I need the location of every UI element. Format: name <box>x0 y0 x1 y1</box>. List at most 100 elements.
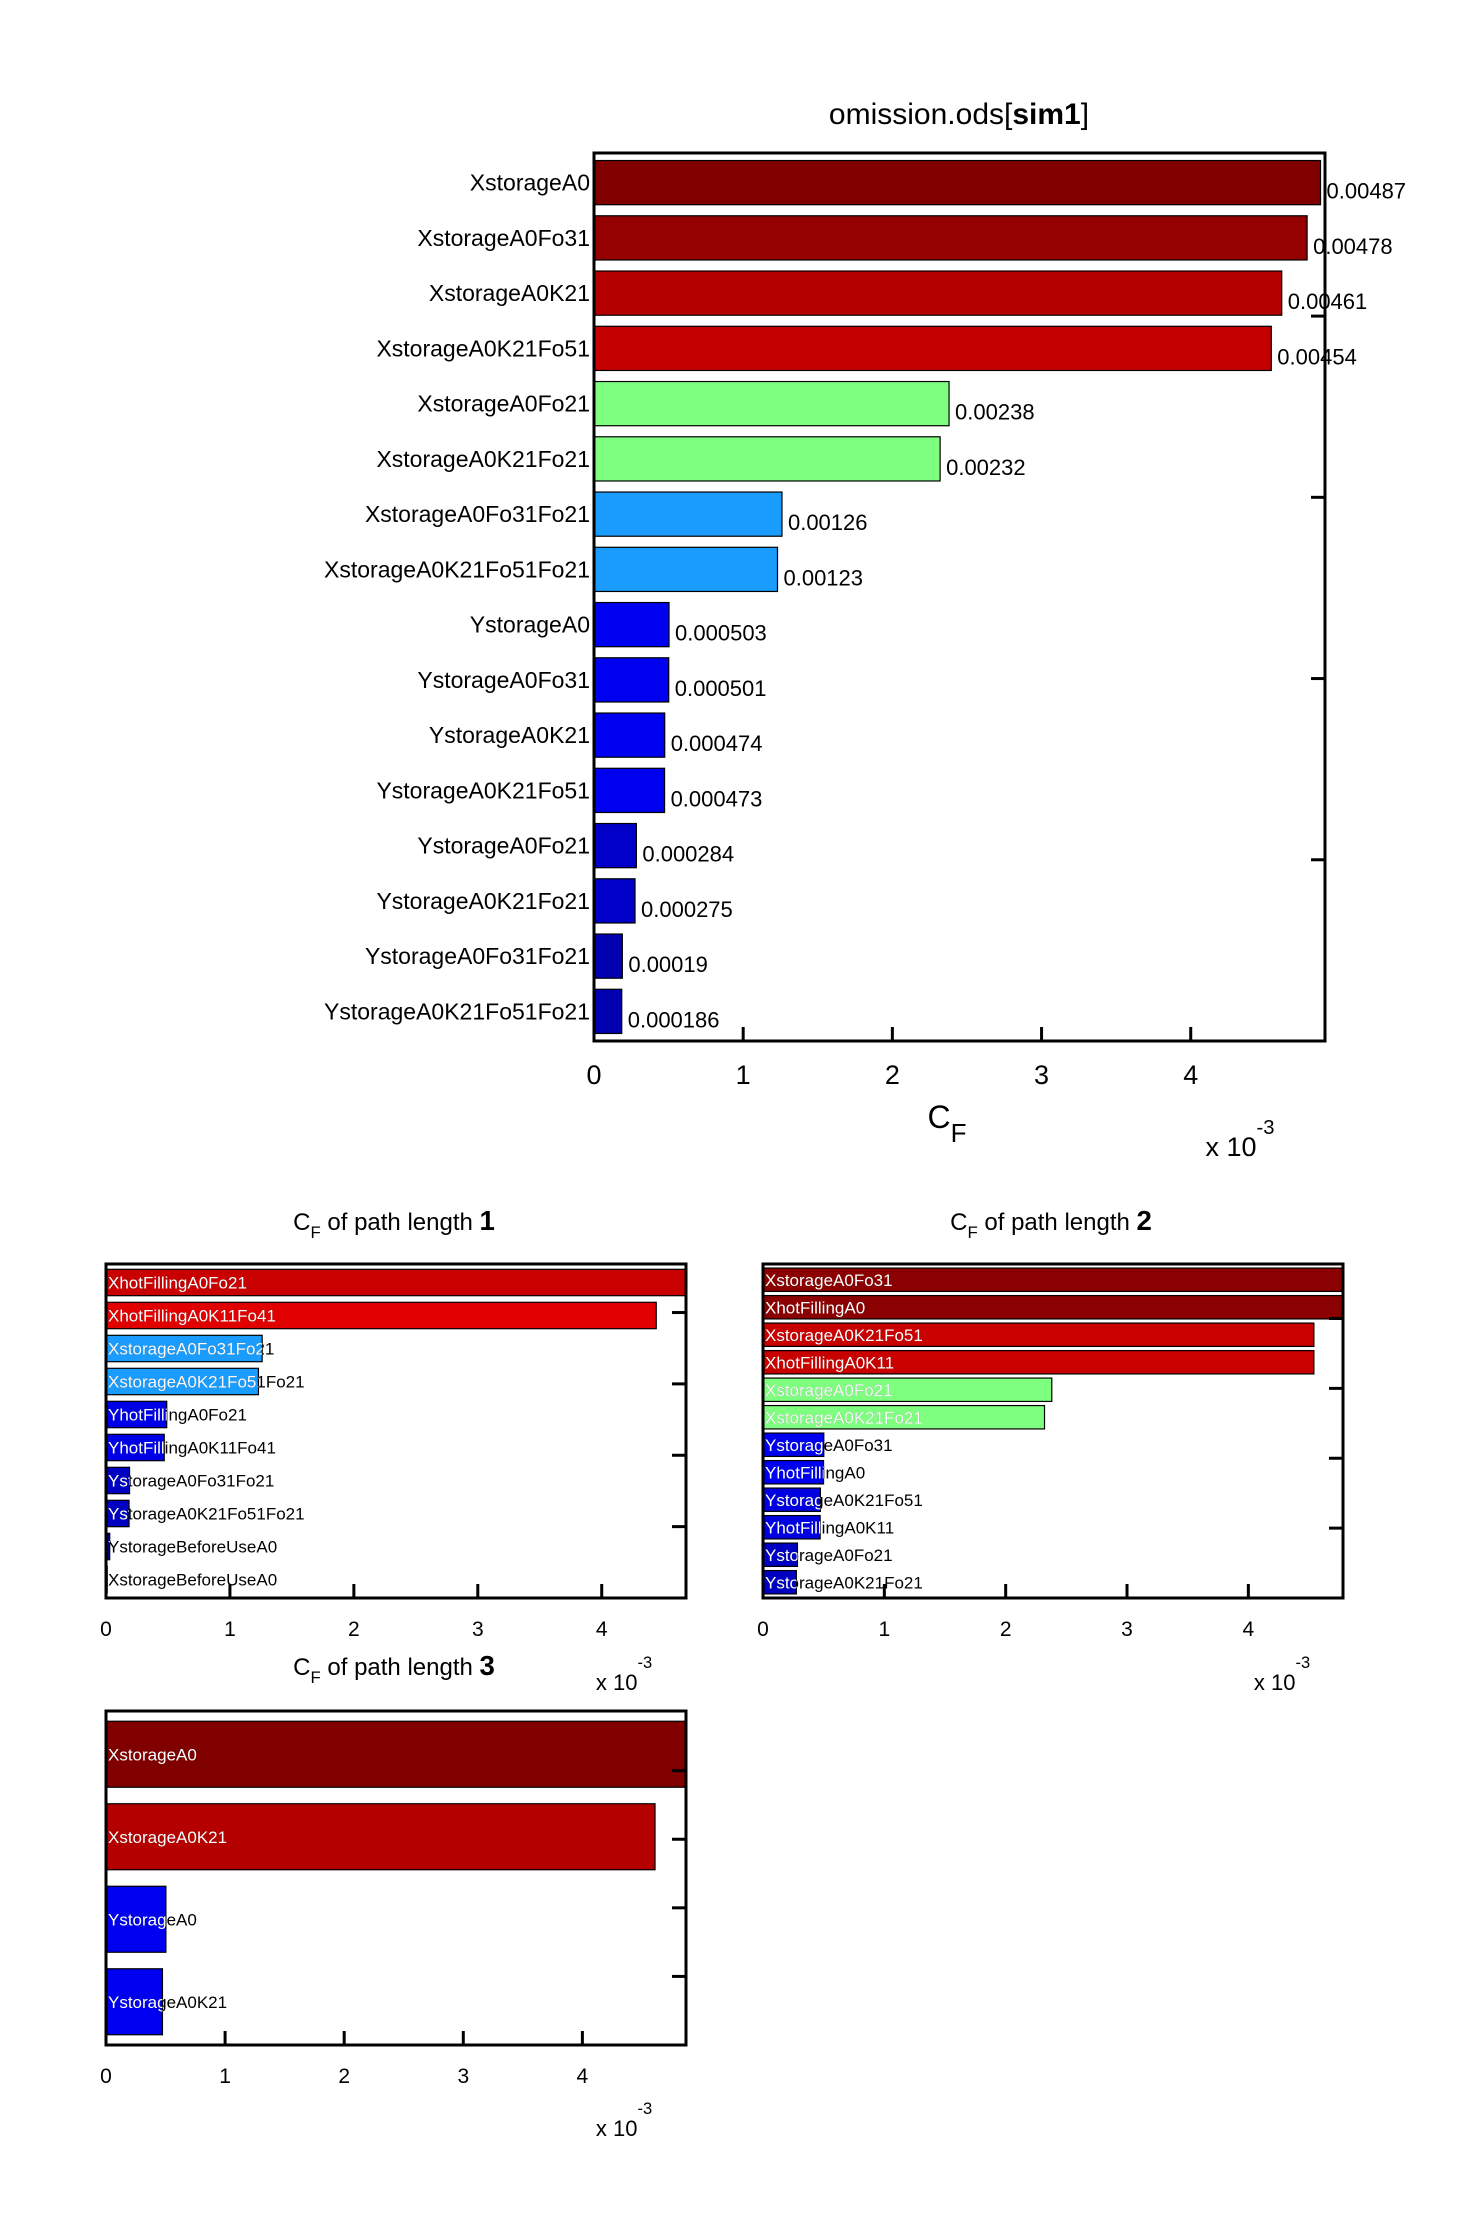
category-label: YstorageA0K21Fo51Fo21 <box>324 998 590 1024</box>
multiplier-base: x 10 <box>596 2116 638 2141</box>
bar-XstorageA0 <box>593 159 1322 206</box>
x-tick-label: 4 <box>1183 1060 1198 1090</box>
category-label: YhotFillingA0 <box>765 1463 865 1482</box>
x-tick-label: 0 <box>100 2065 112 2088</box>
category-label-inside: YhotFillingA0K11 <box>765 1518 894 1537</box>
category-label: XstorageA0 <box>108 1745 197 1764</box>
category-label-inside: YstorageA0Fo21 <box>765 1546 893 1565</box>
bar-XstorageA0K21Fo21 <box>593 436 941 482</box>
category-label: YstorageA0Fo31Fo21 <box>108 1472 274 1491</box>
category-label: XstorageA0K21Fo51 <box>765 1326 923 1345</box>
category-label-inside: YstorageA0 <box>108 1910 197 1929</box>
category-label: XstorageA0Fo21 <box>417 391 590 417</box>
title-bold: 3 <box>480 1650 495 1681</box>
bar-YhotFillingA0Fo21 <box>105 1400 168 1429</box>
category-label: YhotFillingA0Fo21 <box>108 1406 247 1425</box>
bar-YstorageA0K21 <box>593 712 666 758</box>
multiplier-base: x 10 <box>1254 1670 1296 1695</box>
value-label: 0.000503 <box>675 621 767 646</box>
value-label: 0.000474 <box>671 731 763 756</box>
value-label: 0.000501 <box>675 676 767 701</box>
category-label-inside: XstorageA0Fo21 <box>765 1381 893 1400</box>
category-label-inside: YstorageA0K21Fo51Fo21 <box>108 1505 305 1524</box>
category-label: XstorageA0K21Fo21 <box>376 446 590 472</box>
x-tick-label: 0 <box>586 1060 601 1090</box>
value-label: 0.00454 <box>1277 344 1357 369</box>
value-label: 0.00019 <box>628 952 708 977</box>
category-label: YstorageA0Fo31 <box>765 1436 893 1455</box>
x-axis-multiplier: x 10-3 <box>1254 1654 1310 1695</box>
x-axis-label-subscript: F <box>951 1118 967 1148</box>
category-label-inside: YhotFillingA0Fo21 <box>108 1406 247 1425</box>
category-label-inside: XstorageA0Fo31Fo21 <box>108 1340 274 1359</box>
x-tick-label: 0 <box>757 1618 769 1641</box>
bar-XstorageA0K21Fo51Fo21 <box>105 1367 260 1396</box>
x-tick-label: 1 <box>219 2065 231 2088</box>
chart-title: CF of path length 3 <box>293 1650 495 1687</box>
multiplier-base: x 10 <box>596 1670 638 1695</box>
x-tick-label: 3 <box>457 2065 469 2088</box>
category-label: XstorageA0K21Fo51Fo21 <box>324 556 590 582</box>
category-label: YstorageA0 <box>470 612 590 638</box>
chart-title: omission.ods[sim1] <box>829 98 1089 131</box>
x-tick-label: 3 <box>472 1618 484 1641</box>
bar-XhotFillingA0Fo21 <box>105 1268 687 1297</box>
category-label-inside: XstorageA0Fo31 <box>765 1271 893 1290</box>
x-tick-label: 2 <box>348 1618 360 1641</box>
value-label: 0.000275 <box>641 897 733 922</box>
bar-YstorageA0Fo31Fo21 <box>593 933 623 979</box>
category-label-inside: YstorageA0Fo31 <box>765 1436 893 1455</box>
chart-panel-4: XstorageA0XstorageA0XstorageA0K21Xstorag… <box>100 1650 688 2141</box>
bar-XstorageA0K21Fo51Fo21 <box>593 546 779 593</box>
category-label: YstorageA0Fo31Fo21 <box>365 943 590 969</box>
x-tick-label: 2 <box>1000 1618 1012 1641</box>
category-label: XstorageA0K21Fo51 <box>376 335 590 361</box>
bar-YstorageA0Fo21 <box>593 822 637 869</box>
chart-title: CF of path length 1 <box>293 1205 495 1242</box>
category-label: XstorageA0 <box>470 170 590 196</box>
x-tick-label: 3 <box>1121 1618 1133 1641</box>
category-label: YstorageA0K21Fo51 <box>765 1491 923 1510</box>
category-label: XstorageA0Fo21 <box>765 1381 893 1400</box>
bar-XstorageA0 <box>105 1720 687 1788</box>
x-tick-label: 4 <box>1243 1618 1255 1641</box>
x-tick-label: 4 <box>577 2065 589 2088</box>
category-label-inside: XstorageA0K21Fo21 <box>765 1408 923 1427</box>
x-tick-label: 3 <box>1034 1060 1049 1090</box>
value-label: 0.00238 <box>955 400 1035 425</box>
x-tick-label: 0 <box>100 1618 112 1641</box>
multiplier-base: x 10 <box>1205 1132 1256 1162</box>
plot-area <box>763 1264 1343 1598</box>
category-label: XhotFillingA0K11 <box>765 1353 894 1372</box>
x-axis-label-main: C <box>928 1099 951 1135</box>
category-label-inside: YstorageA0Fo31Fo21 <box>108 1472 274 1491</box>
category-label: YhotFillingA0K11Fo41 <box>108 1439 276 1458</box>
plot-frame <box>104 1709 688 2047</box>
category-label: YstorageA0Fo21 <box>765 1546 893 1565</box>
category-label-inside: YstorageBeforeUseA0 <box>108 1538 277 1557</box>
title-subscript: F <box>967 1223 977 1242</box>
bar-XstorageA0K21Fo51 <box>593 325 1272 372</box>
title-subscript: F <box>310 1223 320 1242</box>
x-axis-multiplier: x 10-3 <box>1205 1117 1274 1162</box>
category-label-inside: YhotFillingA0 <box>765 1463 865 1482</box>
category-label: YstorageA0Fo21 <box>417 833 590 859</box>
category-label: XhotFillingA0Fo21 <box>108 1274 247 1293</box>
title-main: C <box>950 1209 967 1236</box>
value-label: 0.00232 <box>946 455 1026 480</box>
title-bold: sim1 <box>1012 98 1080 131</box>
title-rest: of path length <box>321 1209 480 1236</box>
title-bold: 2 <box>1137 1205 1152 1236</box>
category-label-inside: YstorageA0K21Fo51 <box>765 1491 923 1510</box>
category-label: XhotFillingA0 <box>765 1298 865 1317</box>
bar-YstorageA0K21 <box>105 1968 164 2036</box>
category-label: YstorageA0K21Fo51Fo21 <box>108 1505 305 1524</box>
title-rest: of path length <box>321 1654 480 1681</box>
multiplier-exponent: -3 <box>1295 1654 1310 1672</box>
multiplier-exponent: -3 <box>1257 1117 1275 1139</box>
multiplier-exponent: -3 <box>637 1654 652 1672</box>
category-label-inside: XhotFillingA0Fo21 <box>108 1274 247 1293</box>
chart-title: CF of path length 2 <box>950 1205 1152 1242</box>
x-axis-label: CF <box>928 1099 967 1148</box>
